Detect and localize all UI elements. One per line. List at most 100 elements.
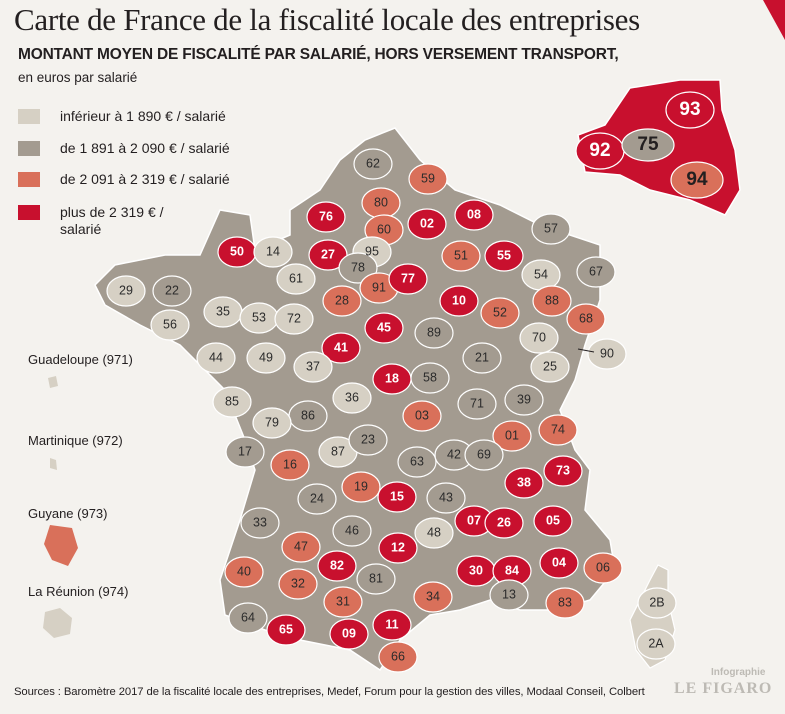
department-label-32: 32: [291, 576, 305, 590]
department-19: [341, 471, 381, 503]
department-23: [348, 424, 388, 456]
department-11: [372, 609, 412, 641]
department-label-29: 29: [119, 283, 133, 297]
department-label-23: 23: [361, 432, 375, 446]
department-label-14: 14: [266, 244, 280, 258]
department-label-89: 89: [427, 325, 441, 339]
department-label-56: 56: [163, 317, 177, 331]
department-label-2B: 2B: [649, 595, 664, 609]
department-label-05: 05: [546, 513, 560, 527]
department-label-01: 01: [505, 428, 519, 442]
department-label-66: 66: [391, 649, 405, 663]
department-45: [364, 312, 404, 344]
department-32: [278, 568, 318, 600]
guadeloupe-shape: [48, 376, 58, 388]
leader-line-90: [577, 348, 595, 353]
department-label-10: 10: [452, 293, 466, 307]
department-label-21: 21: [475, 350, 489, 364]
department-94: [670, 161, 724, 199]
department-label-24: 24: [310, 491, 324, 505]
department-label-72: 72: [287, 311, 301, 325]
department-72: [274, 303, 314, 335]
department-label-75: 75: [637, 134, 659, 155]
department-label-47: 47: [294, 539, 308, 553]
map-subtitle: MONTANT MOYEN DE FISCALITÉ PAR SALARIÉ, …: [18, 46, 619, 63]
department-label-27: 27: [321, 247, 335, 261]
department-label-04: 04: [552, 555, 566, 569]
department-label-80: 80: [374, 195, 388, 209]
legend-swatch: [18, 205, 40, 220]
department-83: [545, 587, 585, 619]
department-12: [378, 532, 418, 564]
department-14: [253, 236, 293, 268]
department-69: [464, 439, 504, 471]
department-38: [504, 467, 544, 499]
department-label-41: 41: [334, 340, 348, 354]
department-15: [377, 481, 417, 513]
department-75: [621, 128, 675, 162]
department-label-07: 07: [467, 513, 481, 527]
department-label-85: 85: [225, 394, 239, 408]
department-48: [414, 517, 454, 549]
department-label-39: 39: [517, 392, 531, 406]
department-label-54: 54: [534, 267, 548, 281]
department-label-67: 67: [589, 264, 603, 278]
legend-item-tier-3: de 2 091 à 2 319 € / salarié: [18, 171, 230, 188]
department-17: [225, 436, 265, 468]
department-28: [322, 285, 362, 317]
overseas-label-guyane: Guyane (973): [28, 506, 108, 521]
department-label-70: 70: [532, 330, 546, 344]
department-label-73: 73: [556, 463, 570, 477]
department-label-59: 59: [421, 171, 435, 185]
department-label-28: 28: [335, 293, 349, 307]
department-label-36: 36: [345, 390, 359, 404]
department-33: [240, 507, 280, 539]
department-36: [332, 382, 372, 414]
department-2B: [637, 587, 677, 619]
department-label-08: 08: [467, 207, 481, 221]
department-label-34: 34: [426, 589, 440, 603]
department-label-02: 02: [420, 216, 434, 230]
unit-note: en euros par salarié: [18, 70, 138, 85]
department-label-86: 86: [301, 408, 315, 422]
department-label-77: 77: [401, 271, 415, 285]
department-label-31: 31: [336, 594, 350, 608]
department-label-51: 51: [454, 248, 468, 262]
department-label-69: 69: [477, 447, 491, 461]
overseas-label-guadeloupe: Guadeloupe (971): [28, 352, 133, 367]
department-label-87: 87: [331, 444, 345, 458]
department-label-82: 82: [330, 558, 344, 572]
department-47: [281, 531, 321, 563]
department-10: [439, 285, 479, 317]
department-55: [484, 240, 524, 272]
legend-swatch: [18, 141, 40, 156]
department-26: [484, 507, 524, 539]
department-01: [492, 420, 532, 452]
martinique-shape: [50, 458, 57, 470]
department-59: [408, 163, 448, 195]
department-13: [489, 579, 529, 611]
department-label-12: 12: [391, 540, 405, 554]
department-37: [293, 351, 333, 383]
department-label-65: 65: [279, 622, 293, 636]
department-76: [306, 201, 346, 233]
overseas-label-martinique: Martinique (972): [28, 433, 123, 448]
department-09: [329, 618, 369, 650]
department-46: [332, 515, 372, 547]
department-label-74: 74: [551, 422, 565, 436]
department-27: [308, 239, 348, 271]
department-label-88: 88: [545, 293, 559, 307]
department-label-49: 49: [259, 350, 273, 364]
department-label-03: 03: [415, 408, 429, 422]
department-label-60: 60: [377, 222, 391, 236]
department-label-48: 48: [427, 525, 441, 539]
department-label-53: 53: [252, 310, 266, 324]
department-79: [252, 407, 292, 439]
department-31: [323, 586, 363, 618]
guyane-shape: [44, 525, 78, 566]
department-label-26: 26: [497, 515, 511, 529]
department-02: [407, 208, 447, 240]
department-label-45: 45: [377, 320, 391, 334]
department-67: [576, 256, 616, 288]
department-40: [224, 556, 264, 588]
